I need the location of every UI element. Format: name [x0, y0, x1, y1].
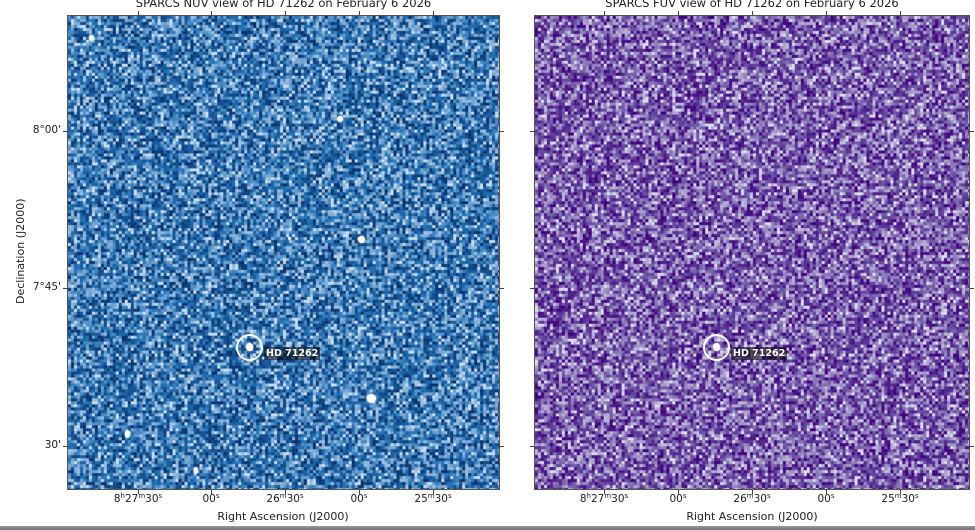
nuv-panel: SPARCS NUV view of HD 71262 on February … — [14, 0, 500, 523]
y-tick-left — [63, 446, 67, 447]
window-bottom-edge — [0, 526, 975, 530]
x-tick-label: 26m30s — [266, 492, 304, 505]
target-circle-marker — [236, 334, 263, 361]
star-source — [366, 393, 376, 403]
y-tick-right — [970, 131, 974, 132]
x-tick-label: 00s — [817, 492, 835, 505]
x-tick-top — [752, 11, 753, 15]
star-source — [287, 236, 291, 240]
y-tick-right — [500, 446, 504, 447]
nuv-title: SPARCS NUV view of HD 71262 on February … — [135, 0, 432, 10]
y-tick-left — [63, 288, 67, 289]
x-tick-bottom — [138, 490, 139, 494]
star-source — [357, 235, 365, 243]
x-tick-top — [678, 11, 679, 15]
y-tick-left — [530, 131, 534, 132]
y-tick-left — [63, 131, 67, 132]
x-tick-bottom — [752, 490, 753, 494]
y-tick-right — [970, 446, 974, 447]
fuv-title: SPARCS FUV view of HD 71262 on February … — [605, 0, 899, 10]
x-tick-label: 25m30s — [414, 492, 452, 505]
x-tick-label: 8h27m30s — [579, 492, 629, 505]
x-tick-label: 00s — [350, 492, 368, 505]
x-tick-top — [285, 11, 286, 15]
y-tick-label: 7°45' — [32, 281, 61, 293]
x-tick-bottom — [285, 490, 286, 494]
x-tick-top — [900, 11, 901, 15]
x-tick-bottom — [211, 490, 212, 494]
x-tick-bottom — [433, 490, 434, 494]
y-tick-left — [530, 446, 534, 447]
x-tick-top — [138, 11, 139, 15]
x-tick-top — [433, 11, 434, 15]
x-tick-top — [211, 11, 212, 15]
star-source — [88, 35, 94, 41]
x-tick-bottom — [900, 490, 901, 494]
target-label: HD 71262 — [264, 347, 321, 360]
y-tick-right — [500, 131, 504, 132]
x-tick-top — [604, 11, 605, 15]
y-tick-label: 8°00' — [32, 124, 61, 136]
x-tick-label: 26m30s — [733, 492, 771, 505]
x-tick-bottom — [678, 490, 679, 494]
x-tick-bottom — [604, 490, 605, 494]
fuv-x-axis-title: Right Ascension (J2000) — [686, 510, 818, 523]
nuv-image — [67, 15, 500, 490]
x-tick-label: 00s — [202, 492, 220, 505]
nuv-x-axis-title: Right Ascension (J2000) — [217, 510, 349, 523]
y-tick-label: 30' — [44, 439, 61, 451]
x-tick-top — [826, 11, 827, 15]
star-source — [124, 430, 130, 438]
x-tick-bottom — [826, 490, 827, 494]
fuv-image — [534, 15, 970, 490]
star-source — [337, 116, 343, 122]
x-tick-label: 8h27m30s — [113, 492, 163, 505]
y-tick-right — [500, 288, 504, 289]
y-tick-right — [970, 288, 974, 289]
x-tick-bottom — [359, 490, 360, 494]
star-source — [194, 466, 198, 474]
y-tick-left — [530, 288, 534, 289]
x-tick-label: 25m30s — [881, 492, 919, 505]
target-label: HD 71262 — [731, 347, 788, 360]
x-tick-label: 00s — [669, 492, 687, 505]
target-circle-marker — [703, 334, 730, 361]
x-tick-top — [359, 11, 360, 15]
